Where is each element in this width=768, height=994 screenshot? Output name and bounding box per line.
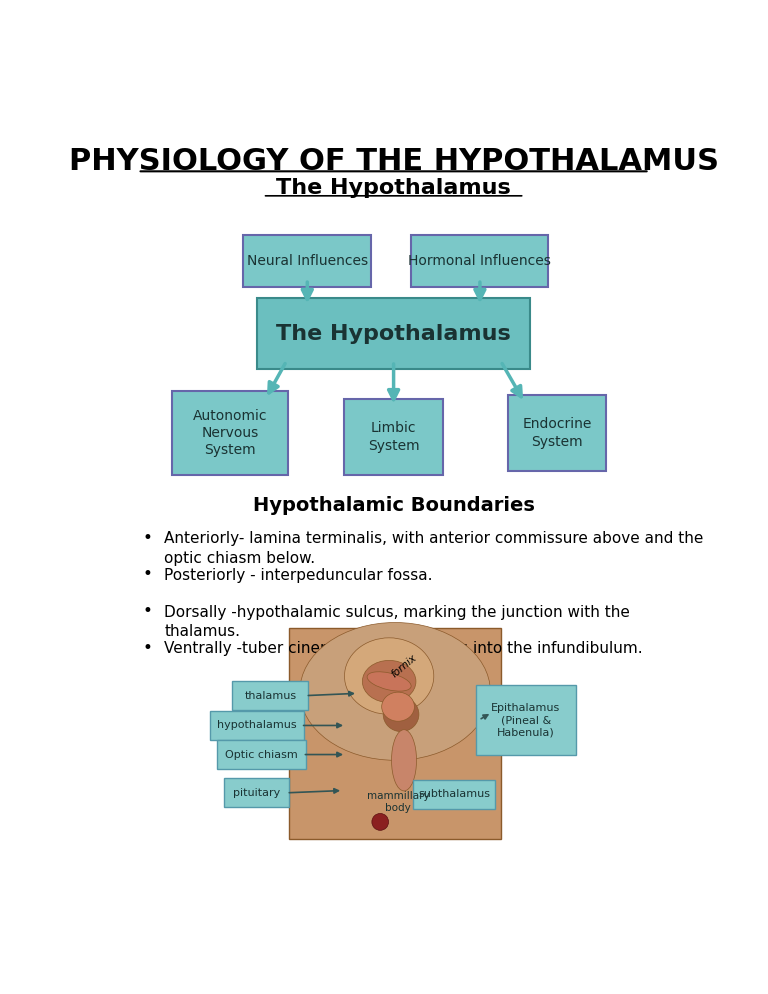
FancyBboxPatch shape (172, 391, 288, 475)
Text: Endocrine
System: Endocrine System (522, 417, 592, 448)
Text: Posteriorly - interpeduncular fossa.: Posteriorly - interpeduncular fossa. (164, 568, 433, 582)
FancyBboxPatch shape (290, 628, 501, 839)
FancyBboxPatch shape (243, 235, 371, 287)
FancyBboxPatch shape (232, 681, 309, 710)
FancyBboxPatch shape (412, 235, 548, 287)
Text: The Hypothalamus: The Hypothalamus (276, 324, 511, 344)
Text: Ventrally -tuber cinereum, which tapers into the infundibulum.: Ventrally -tuber cinereum, which tapers … (164, 641, 643, 656)
Text: PHYSIOLOGY OF THE HYPOTHALAMUS: PHYSIOLOGY OF THE HYPOTHALAMUS (68, 147, 719, 176)
FancyBboxPatch shape (508, 395, 607, 471)
Text: mammillary
body: mammillary body (367, 791, 429, 813)
Text: •: • (143, 602, 153, 620)
Ellipse shape (392, 730, 416, 791)
Ellipse shape (382, 692, 415, 722)
Text: Optic chiasm: Optic chiasm (225, 749, 298, 759)
Text: Epithalamus
(Pineal &
Habenula): Epithalamus (Pineal & Habenula) (491, 703, 561, 738)
Ellipse shape (300, 622, 490, 760)
FancyBboxPatch shape (257, 298, 531, 369)
FancyBboxPatch shape (413, 780, 495, 809)
Text: fornix: fornix (389, 653, 419, 680)
Text: •: • (143, 566, 153, 583)
Text: Limbic
System: Limbic System (368, 421, 419, 452)
Text: •: • (143, 639, 153, 657)
Text: Autonomic
Nervous
System: Autonomic Nervous System (193, 409, 267, 457)
FancyBboxPatch shape (475, 685, 576, 755)
Text: hypothalamus: hypothalamus (217, 721, 296, 731)
Ellipse shape (367, 672, 411, 691)
FancyBboxPatch shape (345, 399, 442, 475)
Text: thalamus: thalamus (244, 691, 296, 701)
Text: Dorsally -hypothalamic sulcus, marking the junction with the
thalamus.: Dorsally -hypothalamic sulcus, marking t… (164, 604, 631, 639)
Ellipse shape (372, 813, 389, 830)
Text: Anteriorly- lamina terminalis, with anterior commissure above and the
optic chia: Anteriorly- lamina terminalis, with ante… (164, 531, 703, 566)
Text: Hypothalamic Boundaries: Hypothalamic Boundaries (253, 496, 535, 515)
Text: Neural Influences: Neural Influences (247, 253, 368, 267)
Ellipse shape (362, 660, 416, 703)
FancyBboxPatch shape (224, 778, 290, 807)
Text: The Hypothalamus: The Hypothalamus (276, 178, 511, 198)
FancyBboxPatch shape (217, 740, 306, 769)
Text: Hormonal Influences: Hormonal Influences (409, 253, 551, 267)
Ellipse shape (345, 638, 434, 715)
FancyBboxPatch shape (210, 711, 303, 740)
Text: •: • (143, 529, 153, 547)
Ellipse shape (383, 697, 419, 732)
Text: subthalamus: subthalamus (419, 789, 490, 799)
Text: pituitary: pituitary (233, 788, 280, 798)
